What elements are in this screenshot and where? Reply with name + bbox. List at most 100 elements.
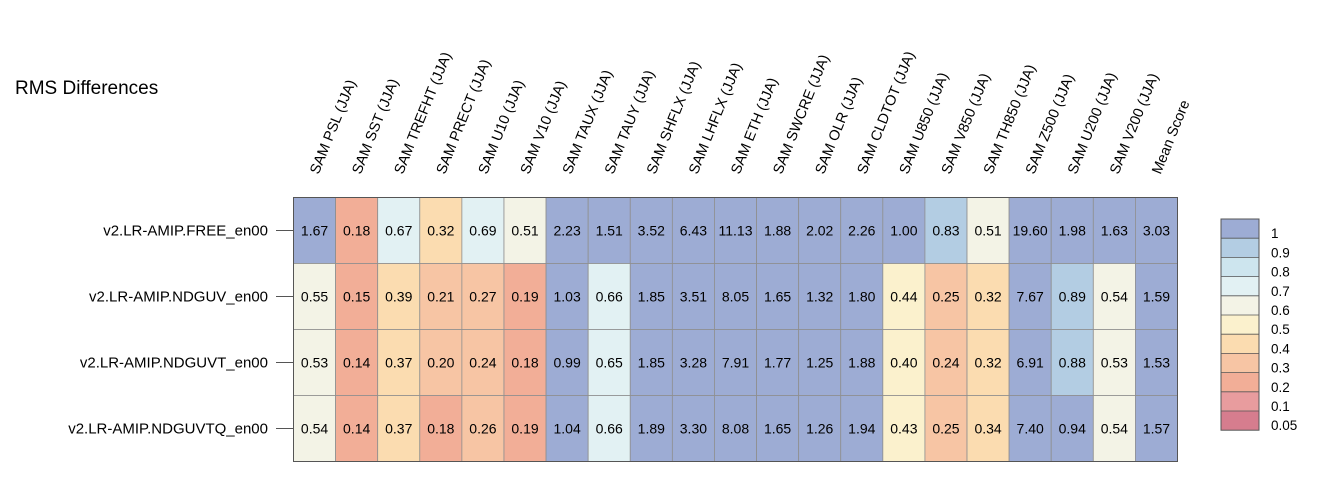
heatmap-cell	[503, 263, 547, 330]
cell-value: 1.26	[806, 421, 833, 437]
cell-value: 0.89	[1059, 289, 1086, 305]
cell-value: 0.34	[974, 421, 1001, 437]
cell-value: 7.40	[1017, 421, 1044, 437]
cell-value: 0.54	[1101, 421, 1128, 437]
heatmap-cell	[377, 263, 421, 330]
cell-value: 3.30	[680, 421, 707, 437]
heatmap-cell	[671, 329, 715, 396]
heatmap-cell	[1135, 395, 1178, 462]
cell-value: 0.99	[553, 355, 580, 371]
cell-value: 3.28	[680, 355, 707, 371]
colorbar-label: 0.5	[1271, 322, 1290, 337]
cell-value: 0.20	[427, 355, 454, 371]
cell-value: 3.52	[638, 223, 665, 239]
cell-value: 0.39	[385, 289, 412, 305]
column-label: SAM PSL (JJA)	[307, 78, 359, 177]
colorbar: 1 0.9 0.8 0.7 0.6 0.5 0.4 0.3 0.2 0.1 0.05	[1220, 218, 1297, 433]
colorbar-border	[1220, 218, 1260, 431]
row-label: v2.LR-AMIP.FREE_en00	[103, 223, 268, 240]
cell-value: 1.85	[638, 355, 665, 371]
heatmap-cell	[756, 395, 800, 462]
heatmap-cell	[293, 395, 336, 462]
heatmap-cell	[840, 197, 884, 264]
heatmap-cell	[840, 395, 884, 462]
cell-value: 1.63	[1101, 223, 1128, 239]
cell-value: 0.94	[1059, 421, 1086, 437]
heatmap-cell	[293, 197, 336, 264]
heatmap-cell	[545, 395, 589, 462]
heatmap-cell	[671, 263, 715, 330]
cell-value: 0.19	[511, 421, 538, 437]
cell-value: 0.83	[932, 223, 959, 239]
cell-value: 1.98	[1059, 223, 1086, 239]
colorbar-segment	[1221, 238, 1259, 258]
heatmap-cell	[335, 395, 379, 462]
cell-value: 1.32	[806, 289, 833, 305]
heatmap-cell	[1008, 263, 1052, 330]
colorbar-segment	[1221, 295, 1259, 315]
colorbar-label: 0.3	[1271, 361, 1290, 376]
heatmap-cell	[1050, 329, 1094, 396]
colorbar-label: 0.2	[1271, 380, 1290, 395]
heatmap-cell	[714, 395, 757, 462]
cell-value: 0.66	[596, 421, 623, 437]
colorbar-label: 1	[1271, 226, 1279, 241]
heatmap-cell	[461, 263, 505, 330]
colorbar-segment	[1221, 391, 1259, 411]
colorbar-label: 0.8	[1271, 265, 1290, 280]
cell-value: 0.66	[596, 289, 623, 305]
cell-value: 1.53	[1143, 355, 1170, 371]
cell-value: 6.91	[1017, 355, 1044, 371]
heatmap-cell	[1008, 395, 1052, 462]
column-label: SAM U10 (JJA)	[476, 78, 528, 177]
cell-value: 0.55	[301, 289, 328, 305]
cell-value: 0.37	[385, 421, 412, 437]
heatmap-cell	[671, 395, 715, 462]
row-label: v2.LR-AMIP.NDGUVTQ_en00	[68, 421, 268, 438]
cell-value: 1.00	[890, 223, 917, 239]
heatmap-cell	[1050, 395, 1094, 462]
heatmap-cell	[461, 395, 505, 462]
colorbar-label: 0.7	[1271, 284, 1290, 299]
cell-value: 0.18	[427, 421, 454, 437]
heatmap-cell	[671, 197, 715, 264]
colorbar-segment	[1221, 276, 1259, 296]
heatmap-cell	[882, 395, 926, 462]
colorbar-segment	[1221, 353, 1259, 373]
cell-value: 1.51	[596, 223, 623, 239]
heatmap-cell	[419, 395, 463, 462]
heatmap-cell	[545, 197, 589, 264]
heatmap-cell	[587, 197, 631, 264]
colorbar-segment	[1221, 334, 1259, 354]
cell-value: 1.77	[764, 355, 791, 371]
cell-value: 0.27	[469, 289, 496, 305]
cell-value: 1.89	[638, 421, 665, 437]
heatmap-cell	[1135, 263, 1178, 330]
heatmap-cell	[840, 329, 884, 396]
heatmap-cells: 1.67 0.18 0.67 0.32 0.69 0.51 2.23 1.51 3.52 6.43…	[293, 197, 1178, 462]
cell-value: 0.15	[343, 289, 370, 305]
cell-value: 0.44	[890, 289, 917, 305]
cell-value: 0.53	[1101, 355, 1128, 371]
cell-value: 0.69	[469, 223, 496, 239]
cell-value: 0.25	[932, 421, 959, 437]
column-label: SAM V10 (JJA)	[518, 79, 570, 177]
cell-value: 1.03	[553, 289, 580, 305]
cell-value: 1.88	[848, 355, 875, 371]
cell-value: 0.88	[1059, 355, 1086, 371]
cell-value: 0.24	[469, 355, 496, 371]
row-labels: v2.LR-AMIP.FREE_en00 v2.LR-AMIP.NDGUV_en0…	[68, 223, 294, 438]
cell-value: 0.14	[343, 355, 370, 371]
cell-value: 0.65	[596, 355, 623, 371]
heatmap-cell	[756, 197, 800, 264]
cell-value: 0.43	[890, 421, 917, 437]
cell-value: 1.67	[301, 223, 328, 239]
cell-value: 0.24	[932, 355, 959, 371]
grid-border	[293, 197, 1178, 462]
cell-value: 0.51	[511, 223, 538, 239]
cell-value: 2.23	[553, 223, 580, 239]
heatmap-cell	[882, 263, 926, 330]
colorbar-segment	[1221, 372, 1259, 392]
heatmap-cell	[335, 197, 379, 264]
colorbar-segment	[1221, 315, 1259, 335]
